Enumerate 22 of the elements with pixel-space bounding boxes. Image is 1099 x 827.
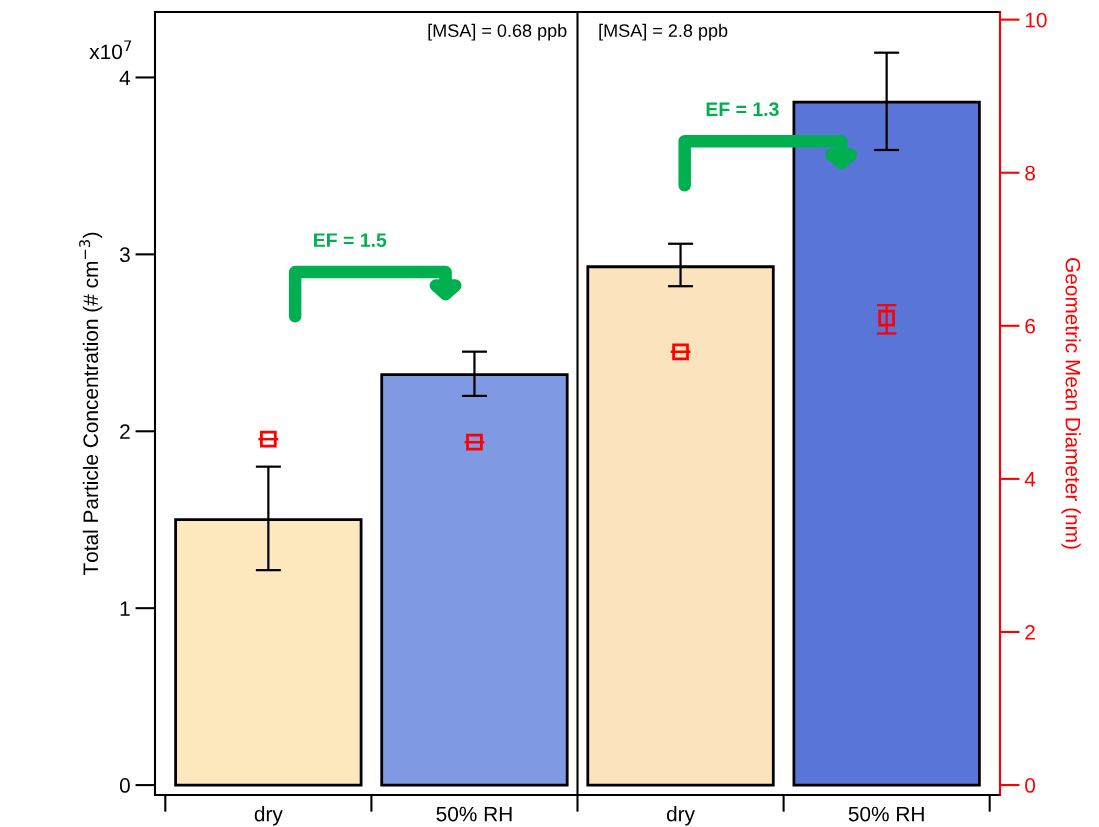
y-tick-label: 1: [120, 601, 130, 616]
y-tick-label: 0: [119, 778, 130, 793]
y-tick-label: 4: [119, 70, 131, 86]
y2-tick-label: 8: [1025, 165, 1035, 181]
annotation: EF = 1.3: [706, 102, 779, 117]
y-axis-title: Total Particle Concentration (# cm$^{−3}$): [79, 232, 103, 576]
annotation: EF = 1.5: [314, 233, 387, 247]
y-tick-label: 2: [120, 424, 130, 439]
x-tick-label: 50% RH: [848, 806, 924, 822]
y2-tick-label: 0: [1025, 778, 1036, 793]
y2-tick-label: 2: [1025, 624, 1035, 640]
y2-tick-label: 4: [1024, 472, 1036, 487]
x-tick-label: dry: [666, 806, 695, 826]
y2-tick-label: 6: [1025, 318, 1035, 334]
y2-axis-title: Geometric Mean Diameter (nm): [1061, 258, 1081, 549]
y-tick-label: 3: [119, 247, 130, 263]
x-tick-label: 50% RH: [436, 806, 512, 822]
x-tick-label: dry: [254, 806, 283, 826]
y2-tick-label: 10: [1025, 12, 1047, 28]
annotation: [MSA] = 0.68 ppb: [428, 23, 567, 41]
annotation: [MSA] = 2.8 ppb: [599, 23, 728, 41]
text: x10$^{7}$: [89, 40, 132, 60]
